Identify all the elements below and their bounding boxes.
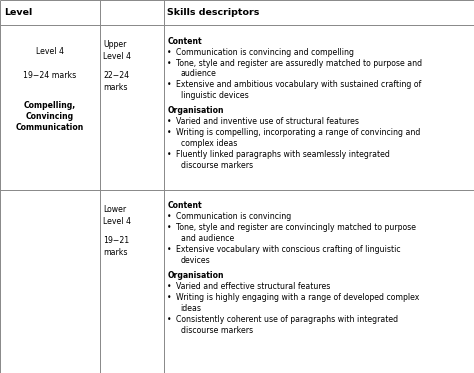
Text: •: • [167,128,172,137]
Text: Tone, style and register are assuredly matched to purpose and: Tone, style and register are assuredly m… [176,59,422,68]
Text: Varied and effective structural features: Varied and effective structural features [176,282,330,291]
Text: linguistic devices: linguistic devices [181,91,248,100]
Text: Level 4: Level 4 [103,52,131,61]
Text: Skills descriptors: Skills descriptors [167,8,260,17]
Text: Content: Content [167,37,202,46]
Text: Level 4: Level 4 [36,47,64,56]
Text: Extensive and ambitious vocabulary with sustained crafting of: Extensive and ambitious vocabulary with … [176,80,421,89]
Text: Fluently linked paragraphs with seamlessly integrated: Fluently linked paragraphs with seamless… [176,150,390,159]
Text: discourse markers: discourse markers [181,326,253,335]
Text: Organisation: Organisation [167,106,224,115]
Text: •: • [167,212,172,222]
Text: Writing is compelling, incorporating a range of convincing and: Writing is compelling, incorporating a r… [176,128,420,137]
Text: devices: devices [181,256,210,265]
Text: •: • [167,80,172,89]
Text: Writing is highly engaging with a range of developed complex: Writing is highly engaging with a range … [176,293,419,302]
Text: •: • [167,314,172,323]
Text: Communication is convincing: Communication is convincing [176,212,291,222]
Text: Convincing: Convincing [26,112,74,121]
Text: •: • [167,223,172,232]
Text: and audience: and audience [181,234,234,243]
Text: Tone, style and register are convincingly matched to purpose: Tone, style and register are convincingl… [176,223,416,232]
Text: •: • [167,293,172,302]
Text: •: • [167,282,172,291]
Text: •: • [167,245,172,254]
Text: 22−24: 22−24 [103,71,129,80]
Text: 19−24 marks: 19−24 marks [23,71,76,80]
Text: •: • [167,59,172,68]
Text: Organisation: Organisation [167,271,224,280]
Text: Communication: Communication [16,123,84,132]
Text: marks: marks [103,83,128,92]
Text: 19−21: 19−21 [103,236,129,245]
Text: •: • [167,47,172,57]
Text: complex ideas: complex ideas [181,139,237,148]
Text: Level: Level [4,8,32,17]
Text: Lower: Lower [103,205,127,214]
Text: discourse markers: discourse markers [181,161,253,170]
Text: •: • [167,150,172,159]
Text: marks: marks [103,248,128,257]
Text: audience: audience [181,69,217,78]
Text: •: • [167,117,172,126]
Text: Level 4: Level 4 [103,217,131,226]
Text: Communication is convincing and compelling: Communication is convincing and compelli… [176,47,354,57]
Text: ideas: ideas [181,304,201,313]
Text: Varied and inventive use of structural features: Varied and inventive use of structural f… [176,117,359,126]
Text: Content: Content [167,201,202,210]
Text: Compelling,: Compelling, [24,101,76,110]
Text: Consistently coherent use of paragraphs with integrated: Consistently coherent use of paragraphs … [176,314,398,323]
Text: Upper: Upper [103,40,127,49]
Text: Extensive vocabulary with conscious crafting of linguistic: Extensive vocabulary with conscious craf… [176,245,401,254]
